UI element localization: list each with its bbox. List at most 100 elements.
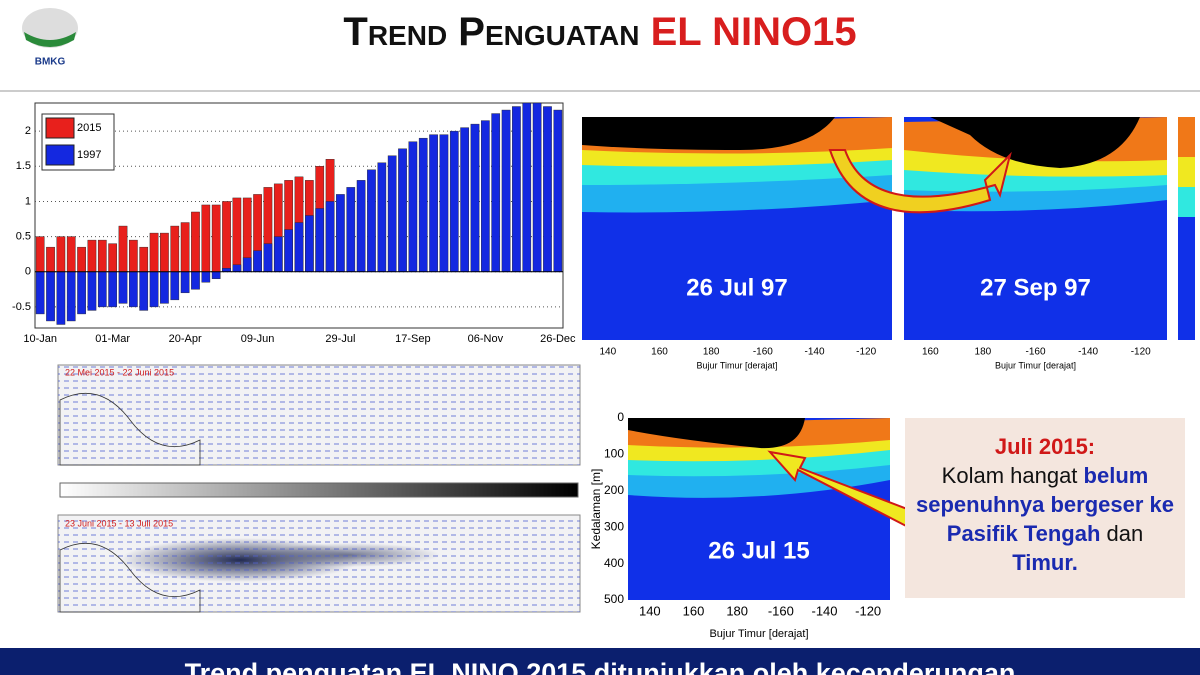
divider	[0, 90, 1200, 92]
bar	[398, 148, 407, 272]
bar	[470, 123, 480, 272]
y-tick-label: 100	[604, 447, 624, 461]
bar	[87, 239, 97, 272]
bar	[97, 239, 107, 272]
x-tick-label: 01-Mar	[95, 333, 130, 345]
bar	[211, 204, 221, 272]
x-tick-label: 29-Jul	[325, 333, 355, 345]
y-tick-label: 0.5	[16, 231, 31, 243]
bar	[336, 194, 345, 272]
title-main: Trend Penguatan	[343, 10, 640, 54]
bar	[149, 271, 159, 308]
x-tick-label: -160	[1025, 347, 1045, 358]
arrow	[828, 149, 1012, 214]
footer-text: Trend penguatan EL NINO 2015 ditunjukkan…	[184, 658, 1016, 675]
bar	[481, 120, 490, 272]
bar	[35, 271, 45, 315]
bar	[501, 109, 511, 272]
y-tick-label: 0	[617, 410, 624, 424]
bar	[449, 130, 459, 272]
bar	[191, 271, 200, 290]
x-axis-label: Bujur Timur [derajat]	[696, 360, 777, 370]
x-tick-label: 180	[975, 347, 992, 358]
wind-map	[57, 514, 581, 613]
bar	[222, 268, 231, 272]
x-axis-label: Bujur Timur [derajat]	[709, 628, 808, 640]
note-heading: Juli 2015:	[994, 434, 1096, 459]
x-tick-label: 160	[922, 347, 939, 358]
bar	[108, 271, 117, 308]
bar	[273, 236, 283, 272]
bar	[543, 106, 552, 272]
footer-banner: Trend penguatan EL NINO 2015 ditunjukkan…	[0, 648, 1200, 675]
x-tick-label: 140	[639, 603, 661, 618]
bar	[87, 271, 97, 311]
x-tick-label: -140	[811, 603, 837, 618]
x-tick-label: 10-Jan	[23, 333, 57, 345]
bar	[429, 134, 438, 272]
bar	[367, 169, 376, 272]
bar	[294, 222, 304, 272]
bar	[284, 229, 293, 272]
bar	[118, 271, 128, 304]
bar	[108, 243, 117, 272]
bar	[532, 102, 542, 272]
bar	[191, 211, 200, 272]
bar	[77, 271, 86, 315]
bar	[56, 271, 66, 325]
y-tick-label: 1.5	[16, 160, 31, 172]
y-tick-label: 300	[604, 519, 624, 533]
note-text: Kolam hangat	[941, 463, 1084, 488]
bar	[46, 246, 55, 272]
colorbar	[59, 482, 579, 498]
logo	[22, 8, 78, 48]
y-tick-label: 1	[25, 195, 31, 207]
bar	[180, 222, 190, 272]
bar	[66, 236, 76, 272]
bar	[263, 243, 273, 272]
bar	[439, 134, 449, 272]
legend-label: 2015	[77, 122, 101, 134]
bar	[418, 137, 428, 272]
arrow	[767, 450, 917, 530]
map-label: 22 Mei 2015 - 22 Juni 2015	[65, 367, 174, 377]
bar	[56, 236, 66, 272]
x-tick-label: -140	[804, 347, 824, 358]
y-tick-label: 500	[604, 592, 624, 606]
bar	[553, 109, 563, 272]
bar	[222, 201, 231, 272]
bar	[139, 271, 149, 311]
panel-label: 26 Jul 15	[708, 537, 809, 564]
y-axis-label: Kedalaman [m]	[589, 469, 603, 550]
y-tick-label: 400	[604, 556, 624, 570]
x-tick-label: -160	[753, 347, 773, 358]
x-tick-label: -160	[768, 603, 794, 618]
panel-label: 26 Jul 97	[686, 274, 787, 301]
bar	[512, 106, 521, 272]
x-tick-label: 26-Dec	[540, 333, 576, 345]
bar	[408, 141, 418, 272]
bar	[160, 232, 169, 272]
bar	[170, 271, 180, 301]
wind-map	[57, 364, 581, 466]
bar	[491, 113, 501, 272]
bar	[170, 225, 180, 272]
note-text: Timur.	[1012, 550, 1078, 575]
x-tick-label: -120	[855, 603, 881, 618]
x-tick-label: 06-Nov	[468, 333, 504, 345]
bar	[325, 201, 335, 272]
bar	[77, 246, 86, 272]
x-tick-label: 17-Sep	[395, 333, 430, 345]
bar	[180, 271, 190, 294]
bar	[149, 232, 159, 272]
bar	[201, 271, 211, 283]
y-tick-label: 2	[25, 125, 31, 137]
x-tick-label: 160	[683, 603, 705, 618]
x-tick-label: 140	[599, 347, 616, 358]
x-tick-label: 160	[651, 347, 668, 358]
x-tick-label: 20-Apr	[169, 333, 202, 345]
bar	[305, 215, 314, 272]
bar	[232, 264, 242, 272]
x-tick-label: -140	[1078, 347, 1098, 358]
